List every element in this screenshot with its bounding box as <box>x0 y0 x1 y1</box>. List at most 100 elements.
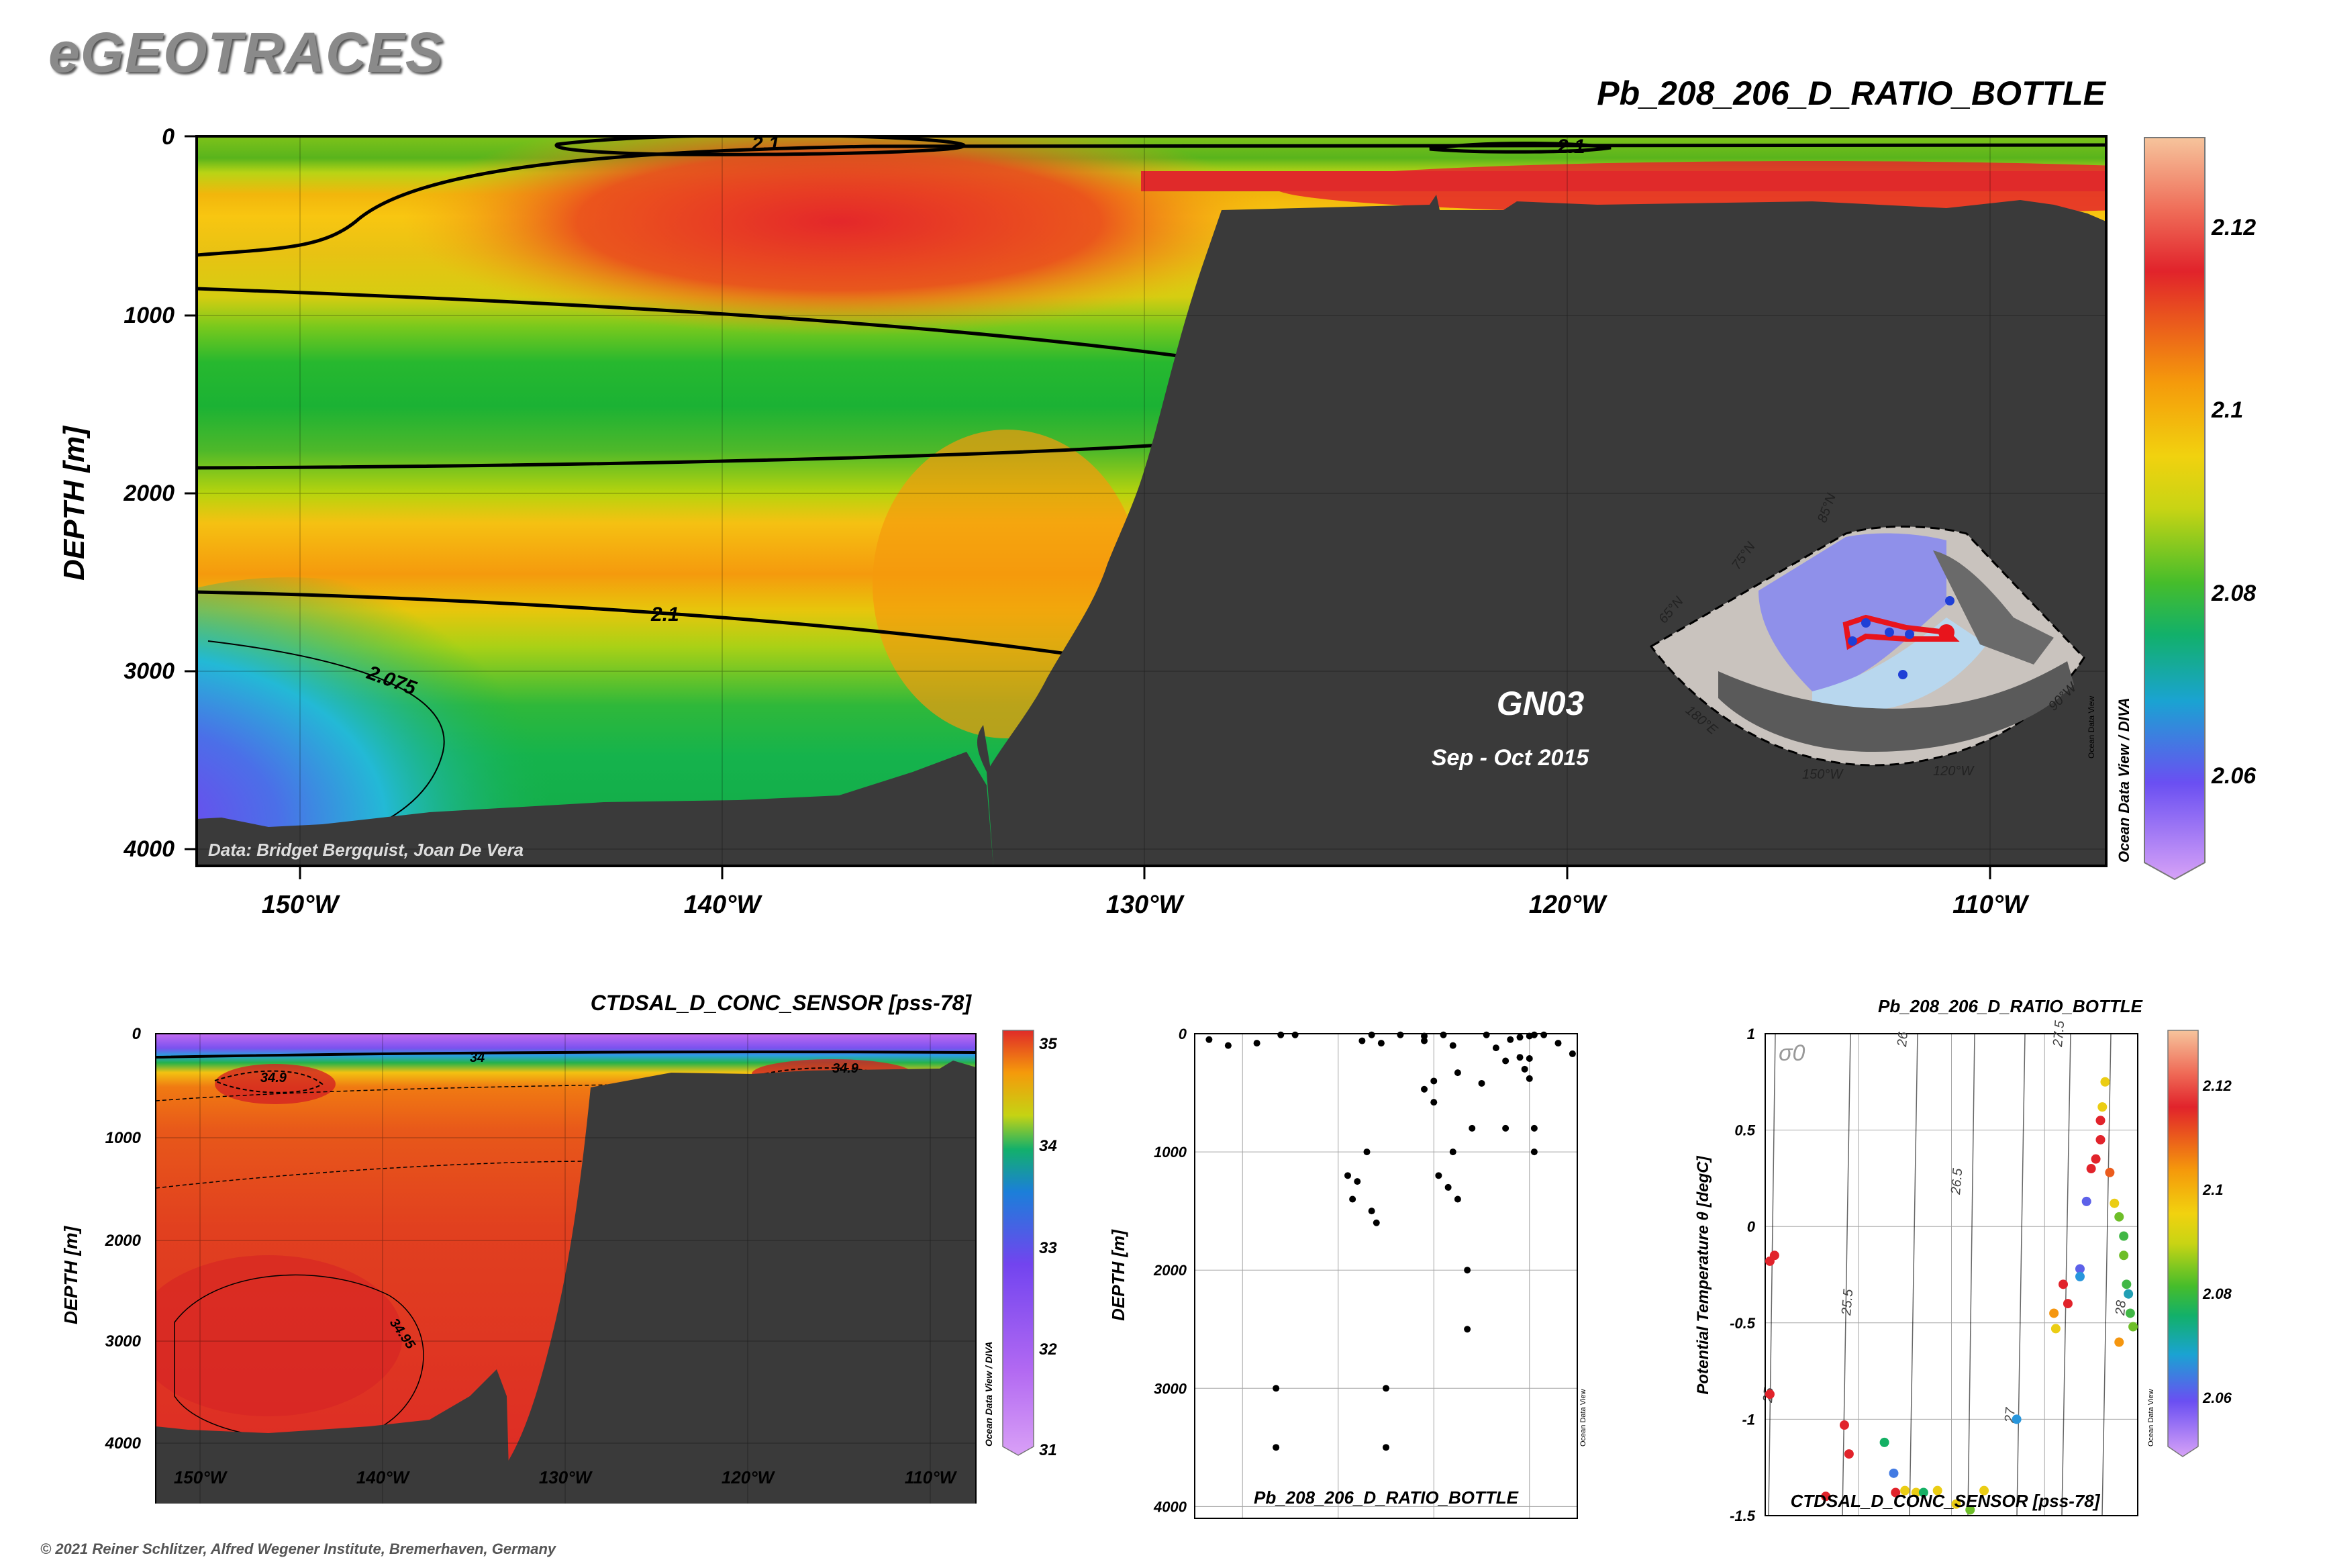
colorbar-tick: 2.06 <box>2211 763 2257 789</box>
data-point <box>1516 1034 1524 1041</box>
y-tick-label: 3000 <box>123 658 175 684</box>
y-axis-label: DEPTH [m] <box>60 1225 81 1324</box>
data-point <box>1530 1124 1538 1132</box>
isopycnal-label: 26.5 <box>1948 1167 1965 1196</box>
x-tick-label: 110°W <box>905 1467 958 1487</box>
cruise-date: Sep - Oct 2015 <box>1432 745 1589 771</box>
data-credit: Data: Bridget Bergquist, Joan De Vera <box>208 840 524 860</box>
data-point <box>1277 1031 1285 1038</box>
data-point <box>1354 1178 1361 1185</box>
data-point <box>2124 1289 2134 1299</box>
y-tick-label: 4000 <box>1153 1498 1187 1515</box>
y-tick-label: -1.5 <box>1730 1508 1756 1524</box>
y-tick-label: 1000 <box>1154 1144 1187 1161</box>
sigma-label: σ0 <box>1779 1040 1805 1066</box>
data-point <box>1377 1040 1385 1047</box>
data-point <box>2128 1322 2138 1332</box>
data-point <box>2081 1196 2091 1206</box>
contour-label: 34 <box>470 1050 485 1065</box>
x-tick-label: 150°W <box>262 891 341 919</box>
data-point <box>1965 1505 1975 1515</box>
colorbar-tick: 2.06 <box>2202 1389 2232 1406</box>
data-point <box>1526 1075 1533 1082</box>
contour-label: 2.1 <box>751 133 780 155</box>
data-point <box>2125 1308 2135 1318</box>
x-tick-label: 130°W <box>539 1467 593 1487</box>
data-point <box>1932 1485 1942 1496</box>
colorbar-tick: 2.12 <box>2211 215 2256 240</box>
data-point <box>1900 1485 1910 1496</box>
data-point <box>2110 1198 2120 1208</box>
data-point <box>1483 1031 1490 1038</box>
data-point <box>1521 1065 1528 1073</box>
copyright-footer: © 2021 Reiner Schlitzer, Alfred Wegener … <box>40 1540 556 1557</box>
data-point <box>1765 1389 1775 1400</box>
data-point <box>1430 1077 1438 1085</box>
main-chart-title: Pb_208_206_D_RATIO_BOTTLE <box>1597 75 2106 112</box>
data-point <box>2122 1279 2132 1289</box>
x-tick-label: 110°W <box>1952 891 2030 919</box>
data-point <box>1349 1195 1356 1203</box>
data-point <box>1344 1172 1351 1179</box>
x-tick-label: 130°W <box>1106 891 1185 919</box>
data-point <box>1224 1042 1232 1049</box>
data-point <box>1291 1031 1299 1038</box>
data-point <box>1464 1267 1471 1274</box>
y-tick-label: 0 <box>1179 1026 1187 1042</box>
y-tick-label: 1000 <box>105 1129 142 1147</box>
data-point <box>1911 1487 1921 1498</box>
data-point <box>1507 1036 1514 1043</box>
y-tick-label: -1 <box>1742 1411 1755 1428</box>
colorbar-label: Ocean Data View / DIVA <box>2116 697 2132 863</box>
data-point <box>2075 1264 2085 1274</box>
map-lon-label: 120°W <box>1933 764 1975 779</box>
colorbar-tick: 2.08 <box>2211 581 2256 606</box>
data-point <box>1440 1031 1447 1038</box>
data-point <box>1368 1208 1375 1215</box>
data-point <box>1273 1444 1280 1451</box>
colorbar-tick: 33 <box>1039 1239 1057 1257</box>
y-tick-label: 0 <box>132 1025 142 1043</box>
y-axis-label: DEPTH [m] <box>1108 1229 1128 1321</box>
brand-logo: eGEOTRACES <box>48 21 444 84</box>
data-point <box>1368 1031 1375 1038</box>
y-tick-label: 0.5 <box>1734 1122 1755 1139</box>
isopycnal-label: 28 <box>2113 1300 2129 1316</box>
data-point <box>1502 1057 1509 1065</box>
data-point <box>1421 1032 1428 1040</box>
data-point <box>2075 1271 2085 1281</box>
data-point <box>1358 1037 1366 1044</box>
data-point <box>2059 1279 2068 1289</box>
data-point <box>1205 1036 1213 1043</box>
y-tick-label: 4000 <box>105 1434 142 1453</box>
data-point <box>1449 1042 1456 1049</box>
data-point <box>1421 1037 1428 1044</box>
contour-label: 2.1 <box>1556 136 1585 158</box>
colorbar-tick: 32 <box>1039 1340 1057 1359</box>
x-tick-label: 120°W <box>722 1467 776 1487</box>
data-point <box>1879 1437 1889 1447</box>
data-point <box>1516 1054 1524 1061</box>
y-tick-label: 3000 <box>105 1332 142 1351</box>
map-credit: Ocean Data View <box>2087 696 2096 758</box>
y-tick-label: 3000 <box>1154 1380 1187 1397</box>
data-point <box>2091 1154 2101 1164</box>
chart-credit: Ocean Data View <box>1579 1389 1587 1447</box>
data-point <box>1383 1385 1389 1392</box>
chart-credit: Ocean Data View <box>2147 1389 2155 1447</box>
contour-label: 2.1 <box>650 603 679 626</box>
data-point <box>1363 1148 1371 1156</box>
data-point <box>1397 1031 1404 1038</box>
colorbar-label: Ocean Data View / DIVA <box>983 1342 994 1447</box>
colorbar-tick: 31 <box>1039 1441 1057 1459</box>
map-lon-label: 150°W <box>1802 767 1844 782</box>
data-point <box>1918 1487 1928 1498</box>
data-point <box>2095 1116 2106 1126</box>
data-point <box>2086 1164 2096 1174</box>
x-tick-label: 140°W <box>684 891 763 919</box>
x-tick-label: 140°W <box>356 1467 411 1487</box>
data-point <box>1449 1148 1456 1156</box>
x-axis-label: Pb_208_206_D_RATIO_BOTTLE <box>1254 1487 1519 1508</box>
data-point <box>1821 1491 1831 1502</box>
y-tick-label: 1 <box>1747 1026 1755 1042</box>
